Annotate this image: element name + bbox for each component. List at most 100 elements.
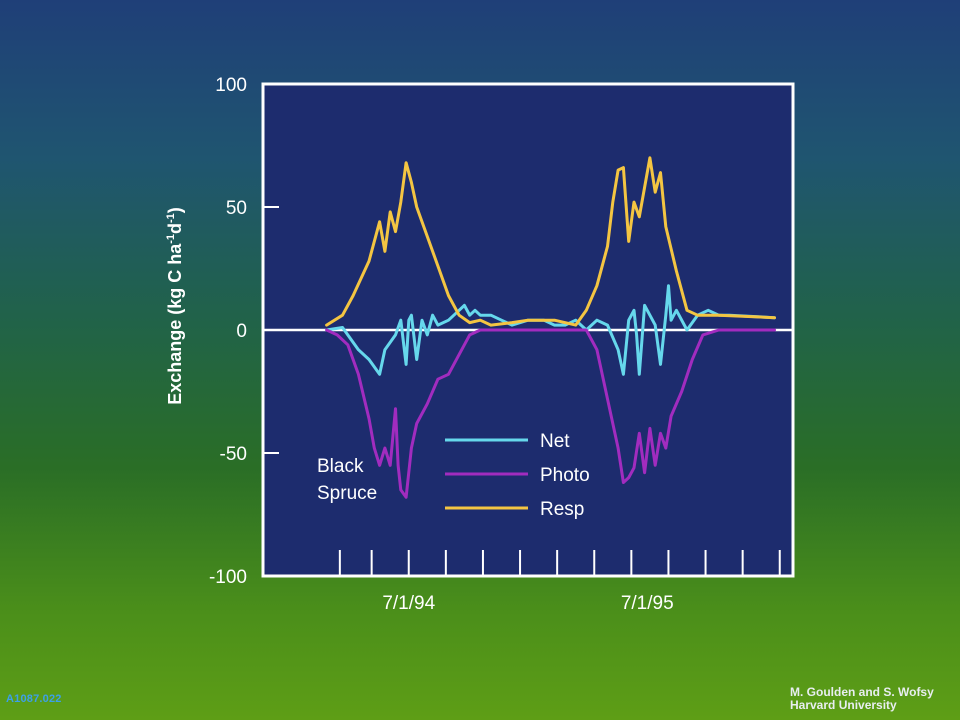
data-point-net-24 xyxy=(510,323,514,327)
data-point-net-40 xyxy=(648,314,652,317)
data-point-net-43 xyxy=(664,314,667,317)
credit: M. Goulden and S. Wofsy Harvard Universi… xyxy=(790,686,934,712)
y-axis-label: Exchange (kg C ha-1d-1) xyxy=(165,207,185,405)
data-point-photo-35 xyxy=(648,427,652,430)
chart-axes-layer: 100 50 0 -50 -100 7/1/94 7/1/95 xyxy=(209,75,793,614)
data-point-resp-32 xyxy=(638,215,641,218)
data-point-photo-29 xyxy=(616,446,620,450)
data-point-resp-42 xyxy=(773,316,776,319)
data-point-resp-13 xyxy=(426,235,429,238)
data-point-resp-20 xyxy=(510,321,514,324)
data-point-resp-37 xyxy=(664,225,667,228)
x-tick-label-1: 7/1/95 xyxy=(621,593,674,614)
credit-line-2: Harvard University xyxy=(790,698,897,712)
data-point-net-16 xyxy=(447,319,450,322)
data-point-resp-26 xyxy=(606,245,609,248)
data-point-net-37 xyxy=(635,333,638,337)
data-point-net-36 xyxy=(632,309,636,312)
data-point-net-20 xyxy=(473,309,477,312)
data-point-resp-7 xyxy=(394,230,397,233)
data-point-resp-23 xyxy=(574,323,577,327)
data-point-net-18 xyxy=(463,304,466,307)
data-point-photo-32 xyxy=(632,466,636,469)
data-point-net-39 xyxy=(643,304,646,307)
data-point-photo-42 xyxy=(701,333,705,337)
legend-label-resp: Resp xyxy=(540,499,584,520)
data-point-photo-43 xyxy=(717,328,720,332)
data-point-resp-21 xyxy=(526,319,530,322)
data-point-photo-28 xyxy=(606,397,609,401)
data-point-resp-28 xyxy=(616,168,620,172)
data-point-net-49 xyxy=(707,309,710,312)
data-point-resp-5 xyxy=(383,250,387,253)
data-point-net-4 xyxy=(378,373,381,376)
data-point-photo-2 xyxy=(346,343,349,346)
data-point-photo-24 xyxy=(553,328,556,332)
data-point-resp-40 xyxy=(696,314,699,317)
data-point-net-46 xyxy=(675,309,678,312)
data-point-resp-2 xyxy=(351,294,355,297)
data-point-resp-39 xyxy=(685,309,689,312)
data-point-resp-0 xyxy=(325,323,328,327)
data-point-resp-10 xyxy=(410,181,413,184)
data-point-photo-19 xyxy=(468,333,471,337)
data-point-net-28 xyxy=(563,323,567,327)
data-point-photo-39 xyxy=(669,414,673,418)
data-point-resp-34 xyxy=(648,156,652,159)
chart-series-layer xyxy=(325,156,776,499)
data-point-net-32 xyxy=(606,323,609,327)
legend-label-photo: Photo xyxy=(540,465,590,486)
data-point-resp-27 xyxy=(611,200,614,204)
data-point-resp-6 xyxy=(389,210,392,214)
y-tick-label-2: 0 xyxy=(236,321,247,342)
data-point-photo-30 xyxy=(622,481,625,484)
data-point-photo-5 xyxy=(373,446,376,450)
data-point-photo-22 xyxy=(500,328,503,332)
y-tick-label-1: 50 xyxy=(226,198,247,219)
data-point-net-19 xyxy=(468,314,471,317)
data-point-photo-16 xyxy=(436,378,440,381)
data-point-resp-18 xyxy=(479,319,482,322)
data-point-photo-15 xyxy=(426,402,429,405)
data-point-net-34 xyxy=(622,373,625,376)
data-point-photo-14 xyxy=(415,422,418,425)
data-point-photo-18 xyxy=(457,353,461,356)
data-point-resp-35 xyxy=(654,191,657,194)
data-point-photo-9 xyxy=(394,407,397,410)
data-point-photo-21 xyxy=(489,328,493,332)
data-point-net-31 xyxy=(595,319,599,322)
data-point-photo-45 xyxy=(773,328,776,332)
data-point-net-47 xyxy=(685,328,689,332)
data-point-resp-33 xyxy=(643,186,646,189)
data-point-photo-0 xyxy=(325,328,328,332)
data-point-photo-41 xyxy=(691,358,694,361)
data-point-photo-25 xyxy=(574,328,577,332)
data-point-resp-4 xyxy=(378,220,381,223)
data-point-resp-11 xyxy=(415,205,418,209)
data-point-resp-31 xyxy=(632,200,636,204)
data-point-net-41 xyxy=(654,323,657,327)
credit-line-1: M. Goulden and S. Wofsy xyxy=(790,685,934,699)
legend-label-net: Net xyxy=(540,431,570,452)
data-point-net-27 xyxy=(553,323,556,327)
data-point-net-29 xyxy=(574,319,577,322)
data-point-resp-15 xyxy=(447,294,450,297)
x-tick-label-0: 7/1/94 xyxy=(382,593,435,614)
data-point-photo-23 xyxy=(526,328,530,332)
data-point-resp-8 xyxy=(399,200,402,204)
data-point-photo-33 xyxy=(638,432,641,435)
data-point-resp-16 xyxy=(457,314,461,317)
data-point-resp-19 xyxy=(489,323,493,327)
data-point-resp-25 xyxy=(595,284,599,287)
data-point-photo-36 xyxy=(654,464,657,467)
slide-code: A1087.022 xyxy=(6,693,62,705)
data-point-resp-41 xyxy=(717,314,720,317)
data-point-net-10 xyxy=(410,314,413,317)
data-point-net-45 xyxy=(669,319,673,322)
data-point-resp-30 xyxy=(627,240,630,243)
data-point-photo-44 xyxy=(738,328,742,332)
data-point-net-22 xyxy=(489,314,493,317)
data-point-resp-17 xyxy=(468,321,471,324)
data-point-photo-31 xyxy=(627,476,630,479)
